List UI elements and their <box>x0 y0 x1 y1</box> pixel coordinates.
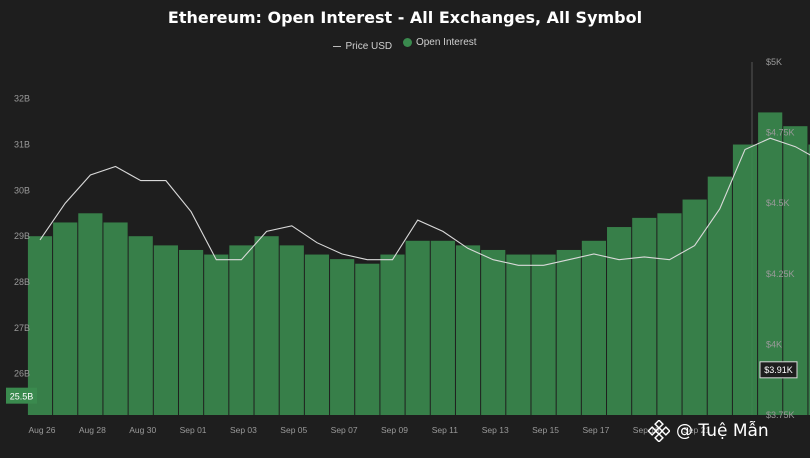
y-left-tick-label: 29B <box>14 231 30 241</box>
oi-bar[interactable] <box>430 240 455 415</box>
x-tick-label: Sep 09 <box>381 425 408 435</box>
legend-item-open-interest[interactable]: Open Interest <box>402 37 477 48</box>
oi-bar[interactable] <box>355 263 380 415</box>
x-tick-label: Aug 26 <box>29 425 56 435</box>
oi-bar[interactable] <box>455 245 481 415</box>
oi-bar[interactable] <box>254 236 279 415</box>
oi-bar[interactable] <box>229 245 254 415</box>
y-left-tick-label: 26B <box>14 369 30 379</box>
current-price-label-box <box>759 361 798 379</box>
y-left-tick-label: 31B <box>14 140 30 150</box>
oi-bar[interactable] <box>204 254 229 415</box>
oi-bar[interactable] <box>657 213 682 415</box>
oi-bar[interactable] <box>405 240 430 415</box>
x-tick-label: Aug 28 <box>79 425 106 435</box>
oi-bar[interactable] <box>808 144 810 416</box>
x-tick-label: Sep 13 <box>482 425 509 435</box>
oi-bar[interactable] <box>153 245 178 415</box>
y-right-tick-label: $4.75K <box>766 128 795 138</box>
oi-bar[interactable] <box>53 222 78 415</box>
oi-bar[interactable] <box>178 249 204 415</box>
oi-bar[interactable] <box>556 249 581 415</box>
oi-bar[interactable] <box>128 236 153 415</box>
current-oi-label-box <box>6 387 37 404</box>
y-right-tick-label: $4.25K <box>766 269 795 279</box>
oi-bar[interactable] <box>481 249 506 415</box>
binance-logo-icon <box>648 420 670 442</box>
y-right-tick-label: $4K <box>766 339 782 349</box>
y-left-tick-label: 32B <box>14 94 30 104</box>
x-tick-label: Sep 17 <box>582 425 609 435</box>
y-left-tick-label: 27B <box>14 323 30 333</box>
price-line[interactable] <box>39 137 810 370</box>
y-right-tick-label: $3.75K <box>766 410 795 420</box>
oi-bar[interactable] <box>506 254 531 415</box>
oi-bar[interactable] <box>78 213 103 415</box>
x-tick-label: Sep 15 <box>532 425 559 435</box>
x-tick-label: Sep 11 <box>432 425 459 435</box>
x-tick-label: Sep 01 <box>180 425 207 435</box>
oi-bar[interactable] <box>27 236 53 415</box>
oi-bar[interactable] <box>707 176 732 415</box>
current-price-label: $3.91K <box>764 365 793 375</box>
y-left-tick-label: 28B <box>14 277 30 287</box>
x-tick-label: Sep 21 <box>683 425 710 435</box>
oi-bar[interactable] <box>103 222 128 415</box>
y-right-tick-label: $4.5K <box>766 198 790 208</box>
oi-bar[interactable] <box>607 227 632 415</box>
oi-bar[interactable] <box>279 245 304 415</box>
oi-bar[interactable] <box>531 254 556 415</box>
current-oi-label: 25.5B <box>10 392 34 402</box>
y-left-tick-label: 30B <box>14 185 30 195</box>
x-tick-label: Sep 19 <box>633 425 660 435</box>
legend-dot-swatch <box>402 38 412 47</box>
watermark-text: @ Tuệ Mẫn <box>676 421 769 441</box>
watermark: @ Tuệ Mẫn <box>648 417 769 445</box>
oi-bar[interactable] <box>330 259 355 415</box>
x-tick-label: Sep 03 <box>230 425 257 435</box>
x-tick-label: Sep 07 <box>331 425 358 435</box>
legend-line-swatch <box>333 46 342 47</box>
oi-bar[interactable] <box>682 199 707 415</box>
y-right-tick-label: $5K <box>766 57 782 67</box>
x-tick-label: Sep 05 <box>280 425 307 435</box>
oi-bar[interactable] <box>632 217 657 415</box>
oi-bar[interactable] <box>304 254 330 415</box>
chart-title: Ethereum: Open Interest - All Exchanges,… <box>167 8 643 27</box>
oi-bar[interactable] <box>732 144 758 416</box>
legend: Price USD Open Interest <box>0 37 810 52</box>
legend-item-price[interactable]: Price USD <box>333 41 392 52</box>
legend-label-open-interest: Open Interest <box>415 37 477 48</box>
oi-bar[interactable] <box>380 254 405 415</box>
oi-bar[interactable] <box>581 240 607 415</box>
x-tick-label: Aug 30 <box>129 425 156 435</box>
legend-label-price: Price USD <box>345 41 393 52</box>
